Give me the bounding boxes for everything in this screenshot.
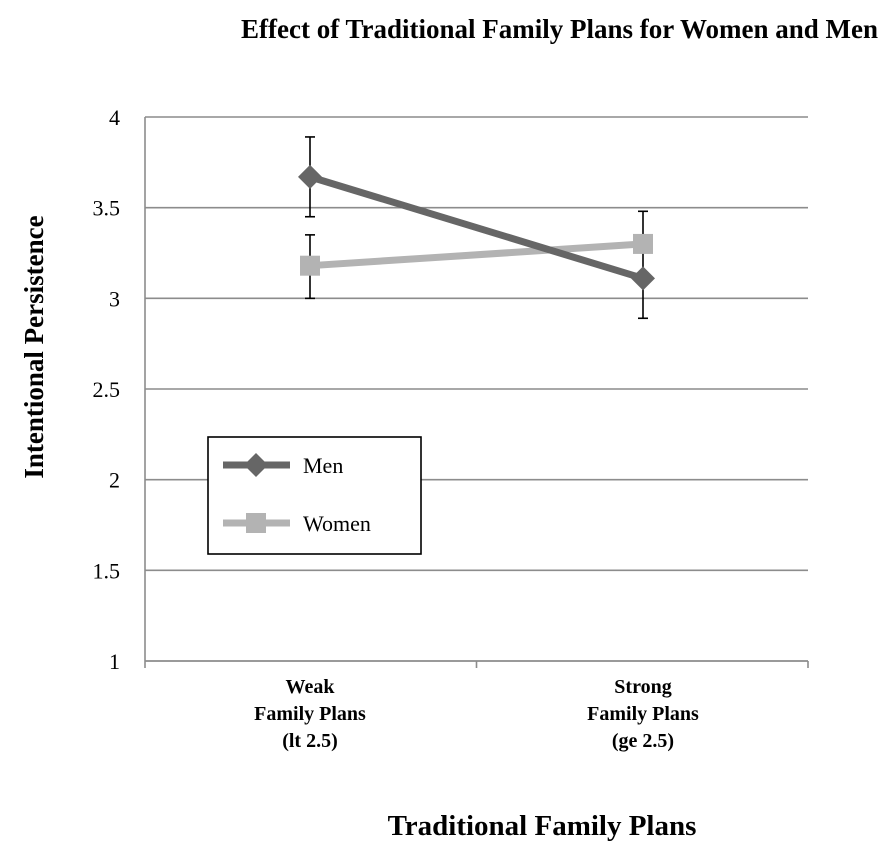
y-tick-label: 3.5: [93, 196, 121, 221]
men-point: [631, 266, 655, 291]
x-tick-label: Strong: [614, 676, 671, 698]
y-tick-label: 3: [109, 286, 120, 311]
x-tick-label: Family Plans: [587, 703, 699, 725]
y-tick-label: 4: [109, 105, 120, 130]
legend-women-label: Women: [303, 511, 371, 536]
x-tick-label: (ge 2.5): [612, 730, 674, 752]
y-tick-label: 2: [109, 468, 120, 493]
y-tick-label: 2.5: [93, 377, 121, 402]
x-axis-title: Traditional Family Plans: [388, 810, 697, 842]
women-point: [300, 255, 320, 276]
y-tick-label: 1: [109, 649, 120, 674]
legend-men-label: Men: [303, 453, 343, 478]
women-series-line: [309, 240, 644, 270]
x-tick-label: (lt 2.5): [282, 730, 338, 752]
chart-title: Effect of Traditional Family Plans for W…: [241, 14, 878, 44]
men-series-line: [308, 173, 645, 282]
legend-men-marker: [244, 453, 268, 477]
women-point: [633, 233, 653, 254]
x-tick-label: Weak: [286, 676, 336, 698]
men-point: [298, 164, 322, 189]
x-tick-label: Family Plans: [254, 703, 366, 725]
legend-box: [207, 436, 422, 555]
y-tick-label: 1.5: [93, 558, 121, 583]
y-axis-title: Intentional Persistence: [19, 215, 49, 478]
legend-women-marker: [246, 513, 266, 533]
